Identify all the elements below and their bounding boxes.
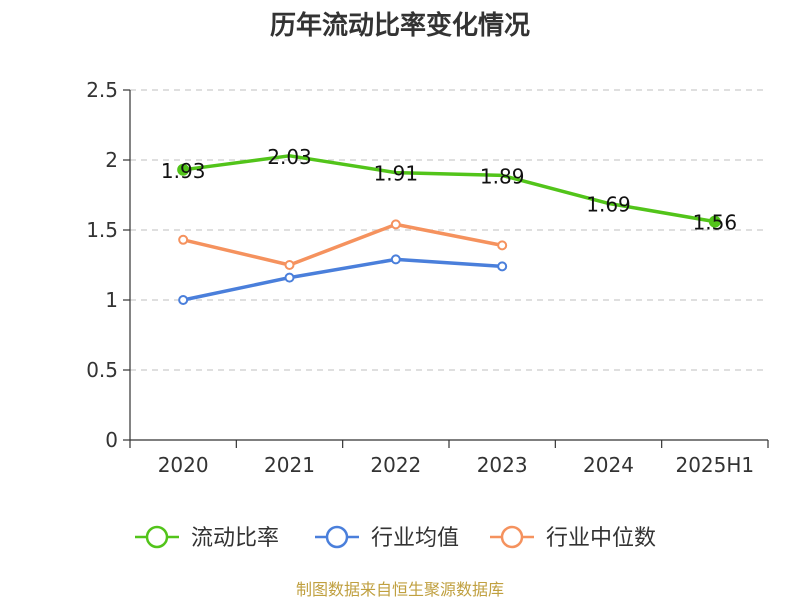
x-axis-ticks: 2020 2021 2022 2023 2024 2025H1 (129, 440, 769, 477)
y-tick-label: 2 (105, 148, 118, 172)
x-tick-label: 2023 (477, 453, 528, 477)
axes (129, 90, 768, 441)
legend-swatch-marker (145, 525, 169, 549)
series-lines (177, 154, 721, 305)
legend-item-2[interactable]: 行业中位数 (490, 525, 656, 551)
x-tick-label: 2020 (158, 453, 209, 477)
grid-lines (130, 89, 768, 371)
x-tick-label: 2025H1 (675, 453, 754, 477)
x-tick-label: 2021 (264, 453, 315, 477)
series-point[interactable] (497, 240, 508, 251)
series-line-2 (182, 222, 503, 267)
y-axis-ticks: 0 0.5 1 1.5 2 2.5 (86, 78, 130, 452)
series-point[interactable] (177, 163, 190, 176)
legend-label: 流动比率 (191, 526, 279, 551)
legend-label: 行业均值 (371, 526, 459, 551)
series-point[interactable] (390, 254, 401, 265)
legend-swatch-marker (500, 525, 524, 549)
data-label: 1.93 (161, 159, 206, 183)
legend[interactable]: 流动比率 行业均值 行业中位数 (135, 525, 656, 551)
chart-title: 历年流动比率变化情况 (270, 10, 530, 41)
x-tick-label: 2022 (370, 453, 421, 477)
y-tick-label: 0 (105, 428, 118, 452)
series-point[interactable] (284, 260, 295, 270)
legend-label: 行业中位数 (546, 526, 656, 551)
x-tick-label: 2024 (583, 453, 634, 477)
data-label: 1.91 (374, 162, 419, 186)
legend-swatch-marker (325, 525, 349, 549)
data-label: 1.56 (693, 211, 738, 235)
series-line-0 (182, 154, 716, 224)
data-label: 2.03 (267, 145, 312, 169)
series-point[interactable] (178, 234, 189, 245)
series-point[interactable] (178, 295, 189, 305)
data-labels: 1.93 2.03 1.91 1.89 1.69 1.56 (161, 145, 737, 235)
source-footer: 制图数据来自恒生聚源数据库 (296, 580, 504, 599)
series-point[interactable] (390, 219, 401, 230)
y-tick-label: 1.5 (86, 218, 118, 242)
series-point[interactable] (497, 261, 508, 272)
series-point[interactable] (708, 215, 721, 228)
y-tick-label: 0.5 (86, 358, 118, 382)
legend-item-0[interactable]: 流动比率 (135, 525, 279, 551)
legend-item-1[interactable]: 行业均值 (315, 525, 459, 551)
series-line-1 (182, 257, 503, 302)
data-label: 1.89 (480, 164, 525, 188)
series-point[interactable] (284, 272, 295, 283)
y-tick-label: 2.5 (86, 78, 118, 102)
data-label: 1.69 (586, 192, 631, 216)
y-tick-label: 1 (105, 288, 118, 312)
